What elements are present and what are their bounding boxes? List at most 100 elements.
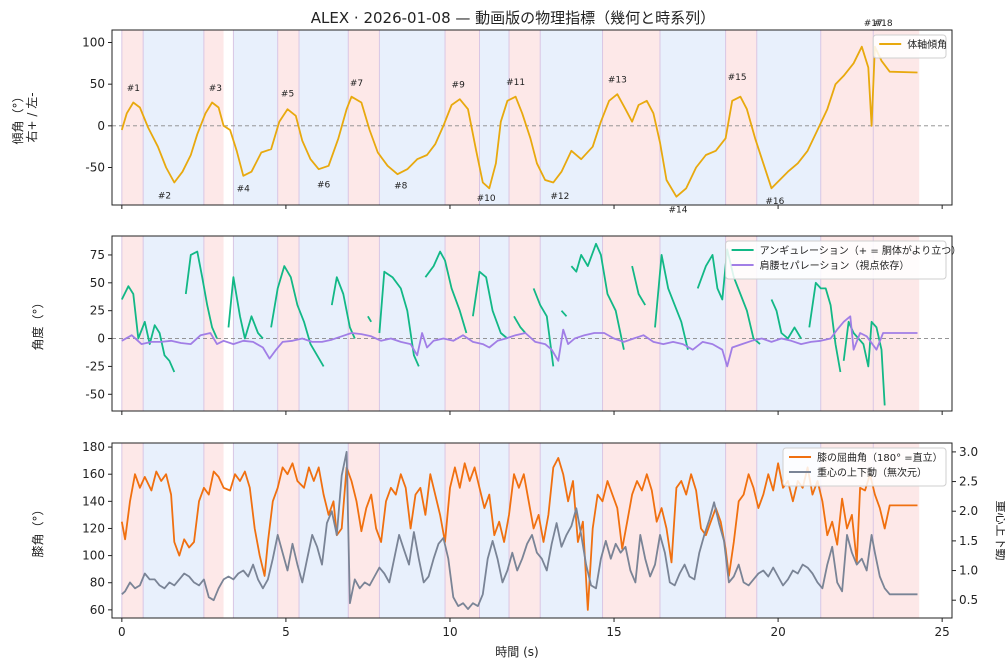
y-tick-label: 60 bbox=[90, 603, 105, 617]
peak-label: #10 bbox=[477, 194, 496, 204]
y2-tick-label: 2.5 bbox=[959, 475, 978, 489]
phase-band bbox=[659, 236, 726, 411]
phase-band bbox=[602, 443, 660, 618]
phase-band bbox=[379, 443, 446, 618]
phase-band bbox=[725, 443, 757, 618]
phase-band bbox=[348, 236, 380, 411]
y-axis-label: 角度（°） bbox=[30, 296, 45, 350]
phase-band bbox=[277, 443, 300, 618]
phase-band bbox=[540, 236, 603, 411]
y-tick-label: 0 bbox=[97, 332, 105, 346]
phase-band bbox=[277, 236, 300, 411]
legend: 膝の屈曲角（180° =直立） 重心の上下動（無次元） bbox=[782, 447, 947, 487]
phase-band bbox=[203, 443, 224, 618]
phase-band bbox=[233, 30, 278, 205]
y2-tick-label: 1.0 bbox=[959, 564, 978, 578]
peak-label: #2 bbox=[158, 191, 171, 201]
y-tick-label: -25 bbox=[85, 359, 105, 373]
phase-band bbox=[143, 30, 204, 205]
phase-band bbox=[299, 30, 349, 205]
legend-label: アンギュレーション（+ = 胴体がより立つ） bbox=[760, 244, 962, 257]
series-line-3-2 bbox=[121, 451, 918, 610]
plot-frame bbox=[111, 442, 953, 619]
phase-band bbox=[379, 30, 446, 205]
phase-band bbox=[299, 236, 349, 411]
peak-label: #4 bbox=[237, 185, 251, 195]
peak-label: #1 bbox=[127, 84, 140, 94]
chart-title: ALEX · 2026-01-08 — 動画版の物理指標（幾何と時系列） bbox=[311, 9, 715, 27]
peak-label: #15 bbox=[728, 73, 747, 83]
phase-band bbox=[540, 30, 603, 205]
x-tick-label: 20 bbox=[770, 625, 785, 639]
y2-tick-label: 3.0 bbox=[959, 445, 978, 459]
x-tick-label: 15 bbox=[606, 625, 621, 639]
phase-band bbox=[479, 30, 510, 205]
peak-label: #12 bbox=[550, 192, 569, 202]
y2-tick-label: 0.5 bbox=[959, 593, 978, 607]
phase-band bbox=[820, 30, 874, 205]
y-tick-label: 0 bbox=[97, 119, 105, 133]
x-axis-label: 時間 (s) bbox=[495, 645, 538, 659]
y-tick-label: 120 bbox=[82, 521, 105, 535]
phase-band bbox=[602, 236, 660, 411]
phase-band bbox=[509, 236, 541, 411]
series-line-2-2 bbox=[121, 315, 918, 368]
series-line-1-1 bbox=[120, 45, 918, 198]
phase-band bbox=[602, 30, 660, 205]
phase-band bbox=[277, 30, 300, 205]
phase-band bbox=[203, 30, 224, 205]
y-axis-label: 膝角（°） bbox=[31, 503, 45, 557]
x-tick-label: 5 bbox=[282, 625, 290, 639]
phase-band bbox=[121, 443, 144, 618]
peak-label: #9 bbox=[452, 81, 466, 91]
y2-tick-label: 1.5 bbox=[959, 534, 978, 548]
angle-panel: -50 -25 0 25 50 75 角度（°） アンギュレーション（+ = 胴体がより立つ）… bbox=[30, 235, 962, 415]
peak-label: #3 bbox=[209, 84, 222, 94]
peak-label: #11 bbox=[506, 78, 525, 88]
y2-axis-label: 重心上下動 bbox=[994, 500, 1005, 560]
phase-band bbox=[203, 236, 224, 411]
phase-band bbox=[445, 236, 480, 411]
legend: アンギュレーション（+ = 胴体がより立つ） 肩腰セパレーション（視点依存） bbox=[725, 240, 962, 280]
y-tick-label: 160 bbox=[82, 467, 105, 481]
y-tick-label: 75 bbox=[90, 248, 105, 262]
series-line-3-1 bbox=[120, 457, 918, 611]
legend-label: 膝の屈曲角（180° =直立） bbox=[817, 451, 943, 464]
plot-frame bbox=[111, 29, 953, 206]
peak-label: #18 bbox=[874, 19, 893, 29]
phase-band bbox=[509, 30, 541, 205]
x-tick-label: 10 bbox=[442, 625, 457, 639]
x-tick-label: 25 bbox=[935, 625, 950, 639]
phase-band bbox=[121, 236, 144, 411]
y-tick-label: -50 bbox=[85, 161, 105, 175]
legend: 体軸傾角 bbox=[872, 34, 947, 59]
y-tick-label: 140 bbox=[82, 494, 105, 508]
phase-band bbox=[659, 30, 726, 205]
legend-label: 肩腰セパレーション（視点依存） bbox=[760, 259, 910, 272]
peak-label: #17 bbox=[864, 19, 883, 29]
legend-box bbox=[872, 34, 947, 59]
y-tick-label: 100 bbox=[82, 549, 105, 563]
y-axis-label: 右+ / 左- bbox=[24, 92, 39, 142]
peak-label: #14 bbox=[669, 206, 688, 216]
series-line-2-1 bbox=[120, 242, 886, 406]
y-tick-label: 50 bbox=[90, 77, 105, 91]
peak-label: #5 bbox=[281, 90, 294, 100]
phase-band bbox=[509, 443, 541, 618]
phase-band bbox=[725, 30, 757, 205]
peak-label: #6 bbox=[317, 181, 331, 191]
x-tick-label: 0 bbox=[118, 625, 126, 639]
phase-band bbox=[479, 236, 510, 411]
y-axis-label: 傾角（°） bbox=[11, 90, 25, 144]
y-tick-label: 25 bbox=[90, 304, 105, 318]
legend-box bbox=[725, 240, 947, 280]
phase-band bbox=[659, 443, 726, 618]
y-tick-label: 50 bbox=[90, 276, 105, 290]
peak-label: #8 bbox=[394, 181, 408, 191]
legend-box bbox=[782, 447, 947, 487]
legend-label: 重心の上下動（無次元） bbox=[817, 466, 927, 479]
y2-tick-label: 2.0 bbox=[959, 504, 978, 518]
phase-band bbox=[121, 30, 144, 205]
peak-label: #7 bbox=[350, 79, 363, 89]
